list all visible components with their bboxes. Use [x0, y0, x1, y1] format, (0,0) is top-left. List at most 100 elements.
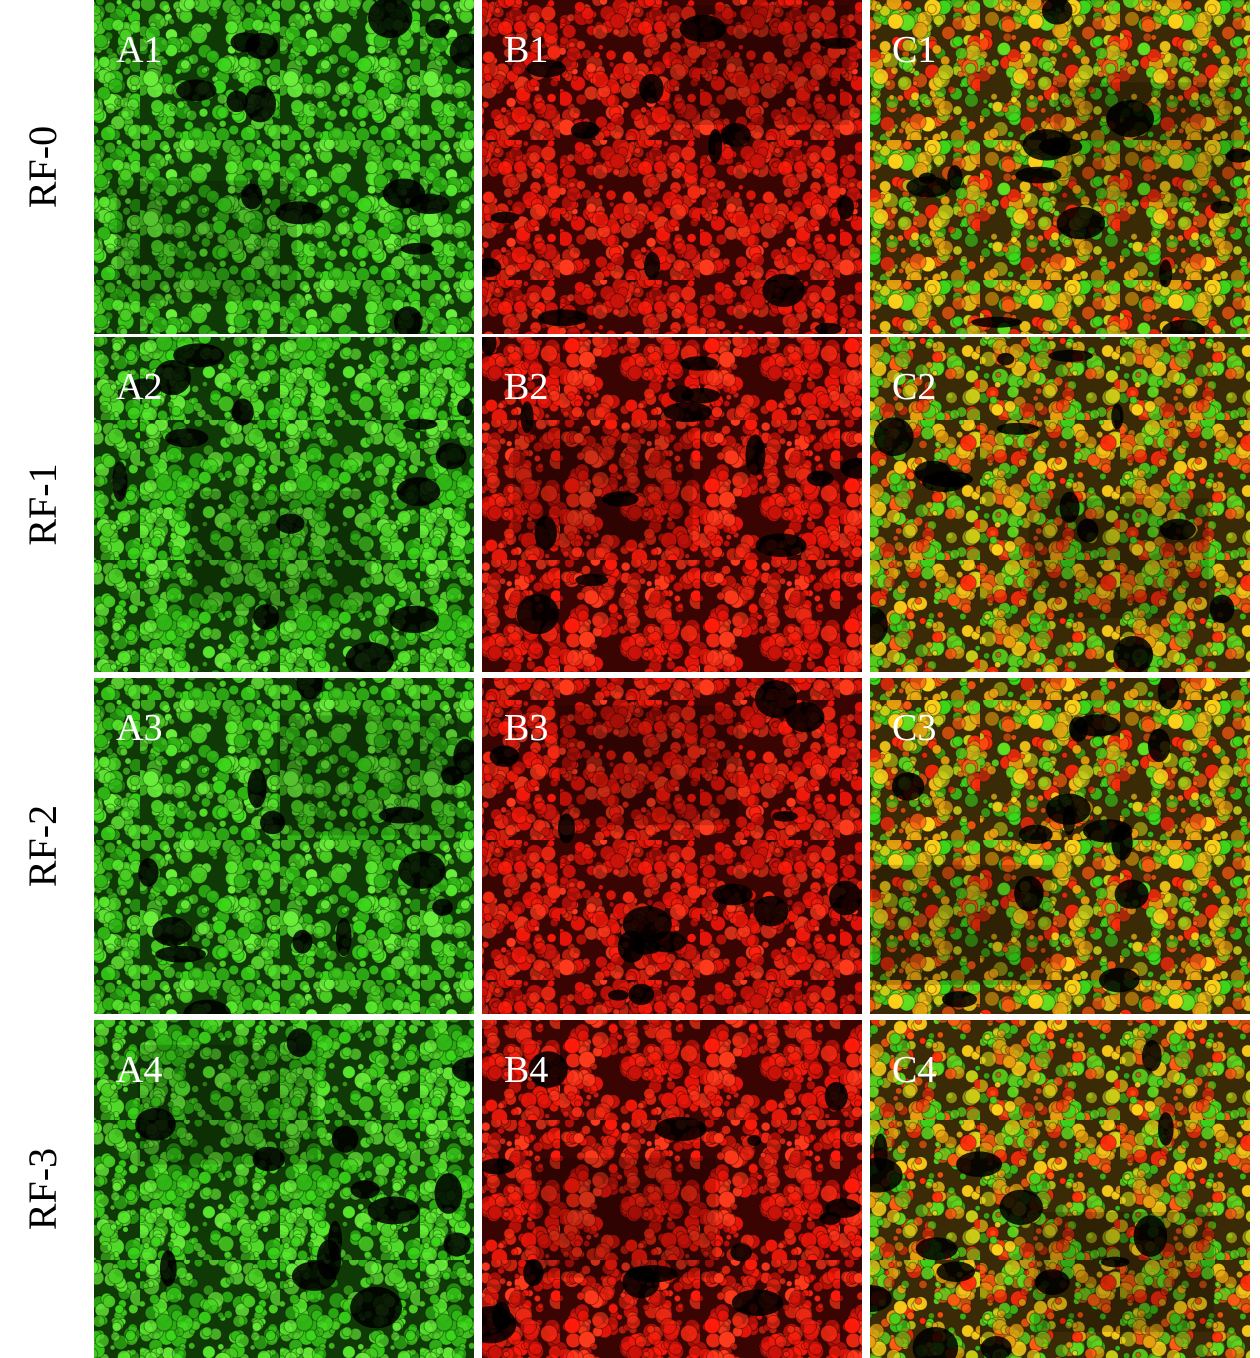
dark-void: [1159, 259, 1173, 288]
micrograph: [870, 1020, 1250, 1358]
dark-void: [159, 1250, 177, 1287]
micrograph-panel: [870, 0, 1250, 334]
dark-void: [607, 989, 629, 1001]
dark-void: [644, 251, 661, 280]
dark-void: [526, 59, 567, 78]
dark-void: [1045, 793, 1091, 825]
panel-label: B1: [504, 29, 548, 71]
dark-void: [745, 434, 766, 476]
dark-void: [396, 477, 441, 507]
dark-void: [679, 14, 727, 43]
panel-label: C1: [892, 29, 936, 71]
micrograph-panel: [94, 1020, 474, 1358]
panel-label: A4: [116, 1049, 162, 1091]
dark-void: [389, 605, 439, 634]
dark-void: [570, 121, 600, 139]
dark-void: [286, 1028, 312, 1057]
dark-void: [241, 183, 263, 210]
dark-void: [819, 37, 857, 49]
row-label: RF-3: [20, 1148, 65, 1230]
dark-void: [731, 1289, 784, 1317]
micrograph: [94, 678, 474, 1014]
dark-void: [914, 460, 952, 484]
shade: [1033, 1211, 1214, 1332]
dark-void: [1157, 1112, 1174, 1146]
dark-void: [534, 515, 557, 550]
dark-void: [1034, 1269, 1070, 1296]
panel-label: B3: [504, 707, 548, 749]
dark-void: [434, 1173, 463, 1214]
shade: [137, 1044, 318, 1165]
dark-void: [999, 1189, 1043, 1225]
dark-void: [449, 33, 474, 69]
dark-void: [663, 402, 713, 423]
dark-void: [345, 642, 394, 672]
dark-void: [971, 316, 1022, 328]
panel-label: A1: [116, 29, 162, 71]
shade: [535, 1157, 716, 1278]
dark-void: [1111, 403, 1124, 430]
dark-void: [516, 593, 559, 635]
dark-void: [1015, 166, 1062, 184]
dark-void: [482, 257, 502, 278]
dark-void: [1069, 716, 1088, 742]
panel-label: B4: [504, 1049, 548, 1091]
dark-void: [1226, 148, 1250, 163]
dark-void: [537, 309, 589, 327]
dark-void: [936, 1261, 976, 1282]
micrograph: [870, 678, 1250, 1014]
dark-void: [176, 79, 217, 102]
dark-void: [837, 195, 855, 220]
dark-void: [1041, 0, 1073, 25]
dark-void: [712, 883, 753, 906]
dark-void: [155, 945, 206, 963]
dark-void: [980, 1336, 1012, 1358]
dark-void: [367, 1196, 420, 1225]
dark-void: [398, 851, 446, 889]
micrograph-panel: [482, 1020, 862, 1358]
shade: [558, 705, 739, 826]
dark-void: [403, 418, 438, 430]
micrograph: [94, 0, 474, 334]
dark-void: [1098, 967, 1140, 993]
dark-void: [996, 422, 1039, 435]
dark-void: [275, 201, 323, 225]
dark-void: [112, 461, 128, 502]
dark-void: [252, 1146, 285, 1172]
dark-void: [152, 917, 193, 947]
dark-void: [912, 1326, 959, 1358]
dark-void: [482, 1158, 515, 1175]
shade: [512, 428, 693, 549]
dark-void: [1111, 824, 1133, 861]
dark-void: [1147, 728, 1171, 763]
dark-void: [617, 930, 646, 963]
dark-void: [523, 1259, 544, 1287]
panel-label: C4: [892, 1049, 936, 1091]
dark-void: [443, 1232, 471, 1257]
dark-void: [138, 858, 159, 887]
micrograph: [870, 0, 1250, 334]
dark-void: [1018, 824, 1053, 845]
dark-void: [942, 991, 978, 1008]
dark-void: [720, 123, 751, 147]
panel-label: A2: [116, 366, 162, 408]
dark-void: [1159, 518, 1196, 541]
dark-void: [1209, 594, 1235, 624]
dark-void: [1056, 206, 1106, 240]
dark-void: [575, 573, 609, 587]
dark-void: [247, 768, 267, 808]
micrograph-panel: [482, 678, 862, 1014]
dark-void: [331, 1125, 359, 1153]
dark-void: [655, 1116, 707, 1142]
dark-void: [947, 165, 963, 190]
dark-void: [153, 360, 192, 396]
dark-void: [873, 1133, 888, 1172]
dark-void: [489, 745, 520, 767]
micrograph-panel: [870, 678, 1250, 1014]
dark-void: [1038, 137, 1083, 157]
dark-void: [244, 85, 277, 123]
dark-void: [259, 810, 286, 835]
dark-void: [452, 1057, 474, 1082]
dark-void: [996, 352, 1015, 366]
